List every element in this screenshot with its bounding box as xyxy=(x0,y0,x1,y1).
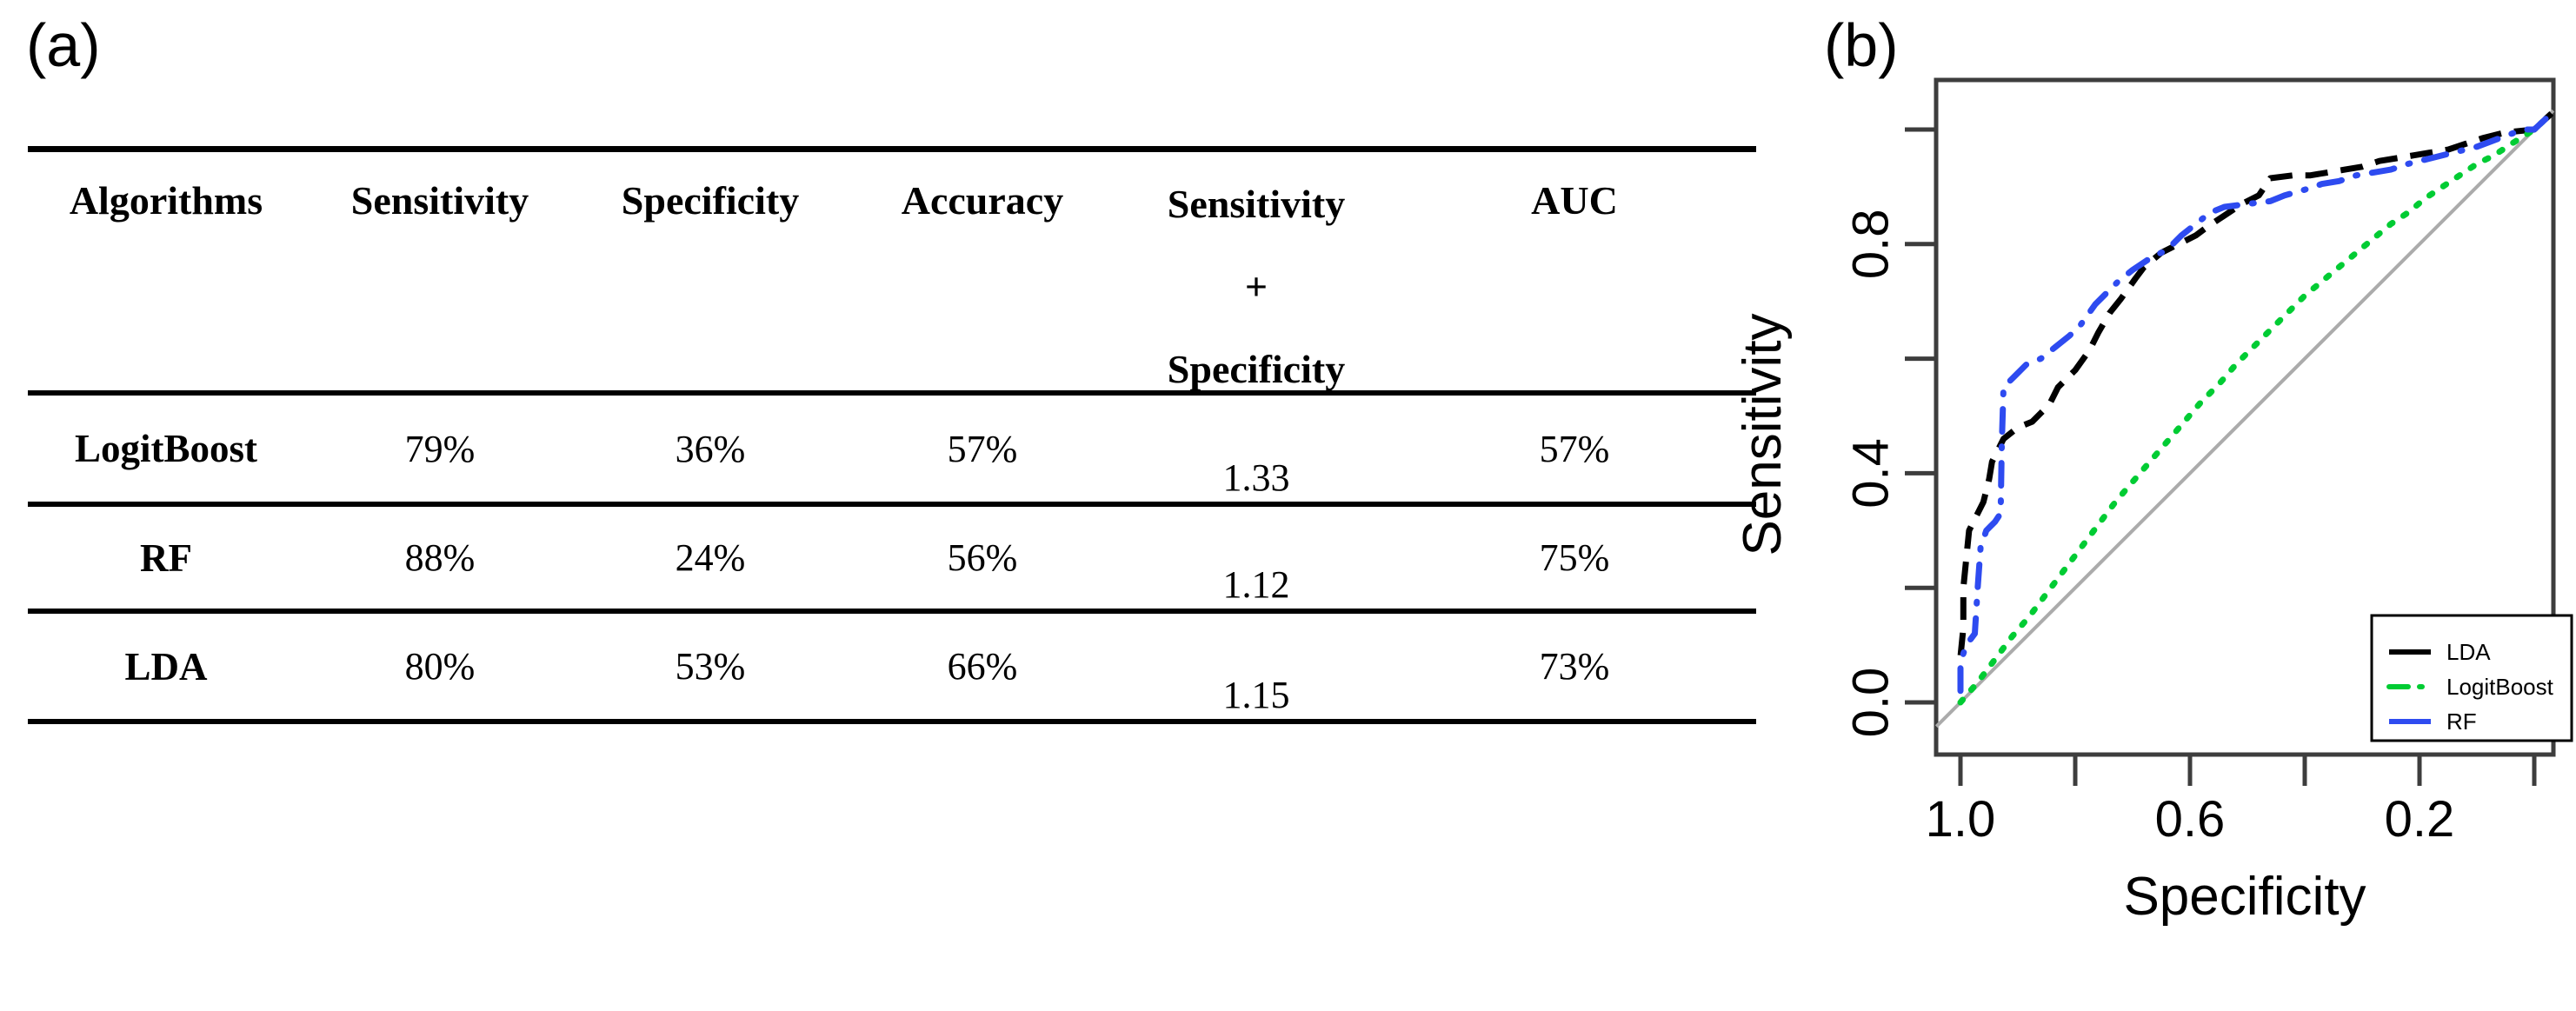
col-header-algorithms: Algorithms xyxy=(28,152,304,396)
legend-label-logitboost: LogitBoost xyxy=(2446,674,2554,700)
svg-text:0.6: 0.6 xyxy=(2155,791,2226,848)
row-lda-accuracy: 66% xyxy=(845,614,1120,724)
legend-label-lda: LDA xyxy=(2446,639,2491,665)
row-lda-specificity: 53% xyxy=(576,614,845,724)
roc-curves xyxy=(1934,109,2555,728)
panel-b-label: (b) xyxy=(1824,11,1899,79)
row-logitboost-sens-plus-spec: 1.33 xyxy=(1120,396,1393,507)
header-line-plus: + xyxy=(1244,264,1268,309)
row-logitboost-accuracy: 57% xyxy=(845,396,1120,507)
svg-text:0.8: 0.8 xyxy=(1843,209,1900,279)
col-header-sensitivity: Sensitivity xyxy=(304,152,576,396)
row-rf-name: RF xyxy=(28,507,304,614)
row-logitboost-sensitivity: 79% xyxy=(304,396,576,507)
row-logitboost-name: LogitBoost xyxy=(28,396,304,507)
row-rf-sensitivity: 88% xyxy=(304,507,576,614)
svg-text:0.0: 0.0 xyxy=(1843,668,1900,738)
row-lda-sens-plus-spec: 1.15 xyxy=(1120,614,1393,724)
row-rf-accuracy: 56% xyxy=(845,507,1120,614)
metrics-table: Algorithms Sensitivity Specificity Accur… xyxy=(28,146,1756,724)
svg-text:1.0: 1.0 xyxy=(1926,791,1996,848)
row-lda-sensitivity: 80% xyxy=(304,614,576,724)
row-lda-auc: 73% xyxy=(1393,614,1756,724)
y-axis-title: Sensitivity xyxy=(1733,313,1793,555)
row-logitboost-specificity: 36% xyxy=(576,396,845,507)
row-rf-specificity: 24% xyxy=(576,507,845,614)
x-axis-title: Specificity xyxy=(2123,867,2366,927)
col-header-accuracy: Accuracy xyxy=(845,152,1120,396)
plot-legend: LDA LogitBoost RF xyxy=(2370,614,2573,742)
row-rf-sens-plus-spec: 1.12 xyxy=(1120,507,1393,614)
col-header-auc: AUC xyxy=(1393,152,1756,396)
legend-label-rf: RF xyxy=(2446,708,2477,735)
row-lda-name: LDA xyxy=(28,614,304,724)
header-line-specificity: Specificity xyxy=(1167,347,1346,391)
row-rf-auc: 75% xyxy=(1393,507,1756,614)
svg-text:0.4: 0.4 xyxy=(1843,438,1900,509)
col-header-sens-plus-spec: Sensitivity + Specificity xyxy=(1120,152,1393,396)
row-logitboost-auc: 57% xyxy=(1393,396,1756,507)
col-header-specificity: Specificity xyxy=(576,152,845,396)
panel-a-label: (a) xyxy=(26,11,101,79)
svg-text:0.2: 0.2 xyxy=(2385,791,2455,848)
plot-axes: 1.0 0.6 0.2 0.0 0.4 0.8 xyxy=(1843,77,2556,848)
header-line-sensitivity: Sensitivity xyxy=(1167,182,1346,226)
